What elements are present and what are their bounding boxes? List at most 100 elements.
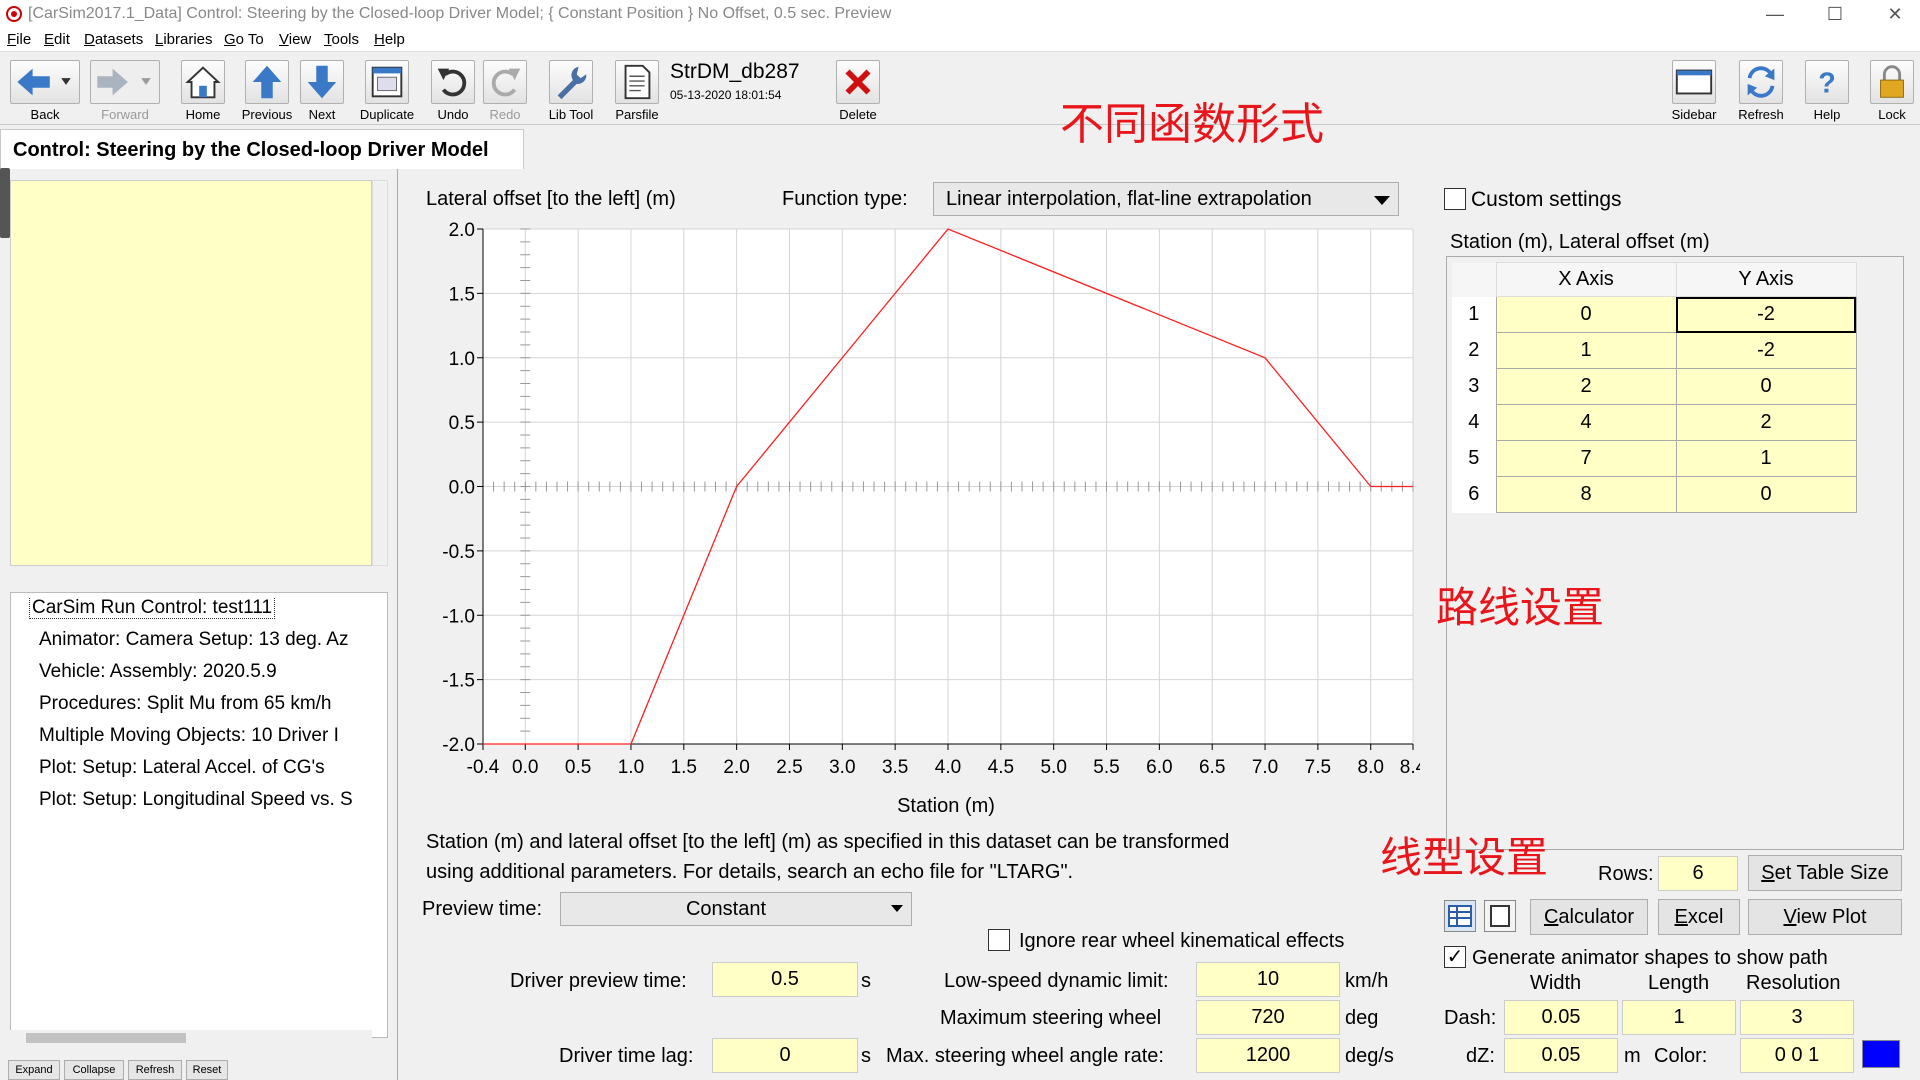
color-swatch[interactable] [1862,1040,1900,1068]
expand-button[interactable]: Expand [8,1060,60,1080]
dash-length-input[interactable]: 1 [1622,1000,1736,1035]
description-line-2: using additional parameters. For details… [426,861,1074,883]
notes-area[interactable] [10,180,372,566]
low-speed-input[interactable]: 10 [1196,962,1340,997]
tree-item-vehicle[interactable]: +Vehicle: Assembly: 2020.5.9 [39,661,383,683]
row-number: 4 [1452,404,1496,441]
menu-libraries[interactable]: Libraries [155,31,213,48]
x-cell[interactable]: 2 [1495,368,1677,405]
dash-width-input[interactable]: 0.05 [1504,1000,1618,1035]
custom-settings-checkbox[interactable] [1444,188,1466,210]
back-button[interactable]: Back [6,56,84,122]
tree-scroll-thumb[interactable] [26,1033,186,1043]
tree-item-procedures[interactable]: +Procedures: Split Mu from 65 km/h [39,693,383,715]
table-row: 2 1 -2 [1452,332,1857,369]
x-tick-label: 1.0 [618,757,644,778]
x-tick-label: 3.0 [829,757,855,778]
x-tick-label: 7.5 [1305,757,1331,778]
y-cell-selected[interactable]: -2 [1675,296,1857,333]
x-cell[interactable]: 1 [1495,332,1677,369]
previous-button[interactable]: Previous [238,56,296,122]
undo-button[interactable]: Undo [428,56,478,122]
ignore-rear-checkbox[interactable] [988,929,1010,951]
rows-input[interactable]: 6 [1658,856,1738,891]
forward-button[interactable]: Forward [86,56,164,122]
minimize-button[interactable]: — [1766,4,1784,24]
row-number: 1 [1452,296,1496,333]
close-window-button[interactable]: ✕ [1887,4,1903,24]
menu-edit[interactable]: Edit [44,31,70,48]
dash-resolution-input[interactable]: 3 [1740,1000,1854,1035]
tree-root-item[interactable]: − CarSim Run Control: test111 [29,597,373,619]
max-rate-input[interactable]: 1200 [1196,1038,1340,1073]
table-vertical-scrollbar[interactable] [1878,260,1898,830]
next-button[interactable]: Next [298,56,346,122]
preview-time-dropdown[interactable]: Constant [560,892,912,926]
menu-datasets[interactable]: Datasets [84,31,144,48]
maximize-button[interactable]: ☐ [1826,4,1844,24]
y-cell[interactable]: -2 [1675,332,1857,369]
refresh-button[interactable]: Refresh [1732,56,1790,122]
y-axis-column-header[interactable]: Y Axis [1675,262,1857,297]
tree-item-moving-objects[interactable]: +Multiple Moving Objects: 10 Driver I [39,725,383,747]
delete-x-icon [836,60,880,104]
y-cell[interactable]: 0 [1675,476,1857,513]
text-view-icon[interactable] [1484,900,1516,932]
y-tick-label: -1.5 [442,671,475,692]
tree-item-plot-lateral[interactable]: +Plot: Setup: Lateral Accel. of CG's [39,757,383,779]
x-axis-column-header[interactable]: X Axis [1495,262,1677,297]
y-cell[interactable]: 2 [1675,404,1857,441]
chart-title: Lateral offset [to the left] (m) [426,188,676,210]
home-button[interactable]: Home [176,56,230,122]
duplicate-button[interactable]: Duplicate [354,56,420,122]
x-cell[interactable]: 8 [1495,476,1677,513]
tree-item-plot-longitudinal[interactable]: +Plot: Setup: Longitudinal Speed vs. S [39,789,383,811]
reset-button[interactable]: Reset [186,1060,228,1080]
menu-goto[interactable]: Go To [224,31,264,48]
menu-help[interactable]: Help [374,31,405,48]
table-view-icon[interactable] [1444,900,1476,932]
y-tick-label: -2.0 [442,735,475,756]
y-cell[interactable]: 1 [1675,440,1857,477]
driver-lag-unit: s [861,1045,871,1067]
driver-lag-input[interactable]: 0 [712,1038,858,1073]
collapse-button[interactable]: Collapse [64,1060,124,1080]
menu-tools[interactable]: Tools [324,31,360,48]
help-button[interactable]: ? Help [1800,56,1854,122]
x-cell[interactable]: 4 [1495,404,1677,441]
max-wheel-label: Maximum steering wheel [940,1007,1162,1029]
y-cell[interactable]: 0 [1675,368,1857,405]
low-speed-label: Low-speed dynamic limit: [944,970,1169,992]
color-input[interactable]: 0 0 1 [1740,1038,1854,1073]
x-tick-label: 4.5 [988,757,1014,778]
dz-input[interactable]: 0.05 [1504,1038,1618,1073]
excel-button[interactable]: Excel [1658,899,1740,935]
lib-tool-button[interactable]: Lib Tool [542,56,600,122]
x-cell[interactable]: 7 [1495,440,1677,477]
notes-scrollbar[interactable] [372,180,388,566]
dataset-name[interactable]: StrDM_db287 [670,60,800,83]
delete-button[interactable]: Delete [830,56,886,122]
function-type-dropdown[interactable]: Linear interpolation, flat-line extrapol… [933,182,1399,216]
set-table-size-button[interactable]: Set Table Size [1748,855,1902,891]
max-wheel-input[interactable]: 720 [1196,1000,1340,1035]
driver-preview-input[interactable]: 0.5 [712,962,858,997]
splitter-handle[interactable] [0,168,10,238]
tree-item-animator[interactable]: +Animator: Camera Setup: 13 deg. Az [39,629,383,651]
refresh-icon [1739,60,1783,104]
menu-view[interactable]: View [279,31,312,48]
preview-time-label: Preview time: [422,898,543,920]
sidebar-button[interactable]: Sidebar [1664,56,1724,122]
menu-file[interactable]: File [7,31,32,48]
view-plot-button[interactable]: View Plot [1748,899,1902,935]
undo-icon [431,60,475,104]
lock-button[interactable]: Lock [1866,56,1918,122]
tree-refresh-button[interactable]: Refresh [128,1060,182,1080]
parsfile-button[interactable]: Parsfile [612,56,662,122]
x-cell[interactable]: 0 [1495,296,1677,333]
calculator-button[interactable]: Calculator [1530,899,1648,935]
generate-shapes-checkbox[interactable]: ✓ [1444,946,1466,968]
redo-button[interactable]: Redo [480,56,530,122]
